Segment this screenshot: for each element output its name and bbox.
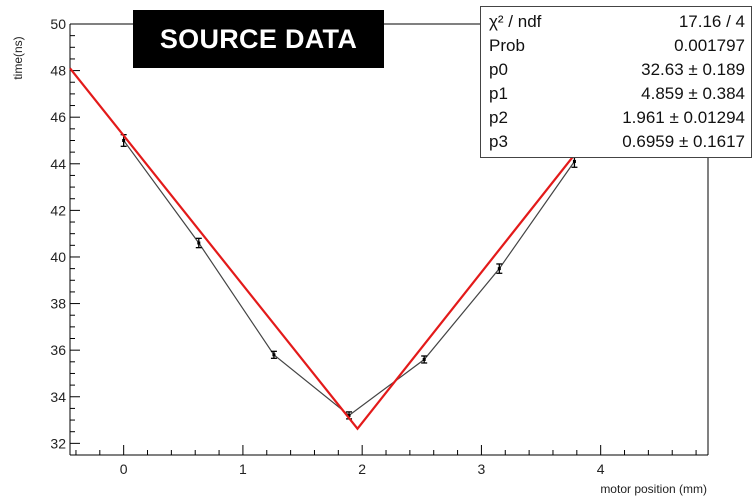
y-tick-label: 48 (50, 63, 66, 79)
data-point (122, 138, 126, 142)
y-tick-label: 46 (50, 109, 66, 125)
y-tick-label: 50 (50, 16, 66, 32)
fit-stats-box: χ² / ndf 17.16 / 4 Prob 0.001797 p0 32.6… (480, 6, 752, 158)
data-series-line (123, 140, 575, 417)
x-axis: 0 1 2 3 4 (75, 445, 697, 477)
stats-value: 1.961 ± 0.01294 (622, 108, 745, 127)
y-tick-label: 38 (50, 296, 66, 312)
plot-series (69, 67, 626, 431)
y-tick-label: 34 (50, 389, 66, 405)
stats-label: p2 (489, 108, 508, 127)
x-tick-label: 2 (358, 461, 366, 477)
y-axis: 32 34 36 38 40 42 44 46 48 50 (50, 16, 80, 456)
source-data-banner: SOURCE DATA (133, 10, 384, 68)
stats-value: 0.001797 (674, 36, 745, 55)
stats-label: Prob (489, 36, 525, 55)
y-tick-label: 40 (50, 249, 66, 265)
stats-row-chi2: χ² / ndf 17.16 / 4 (489, 11, 745, 33)
x-tick-label: 0 (120, 461, 128, 477)
y-tick-label: 36 (50, 342, 66, 358)
x-tick-label: 1 (239, 461, 247, 477)
stats-row-p3: p3 0.6959 ± 0.1617 (489, 131, 745, 153)
data-point (347, 413, 351, 417)
stats-row-p1: p1 4.859 ± 0.384 (489, 83, 745, 105)
y-tick-label: 42 (50, 202, 66, 218)
x-tick-label: 3 (478, 461, 486, 477)
y-axis-title: time(ns) (11, 36, 25, 79)
stats-row-prob: Prob 0.001797 (489, 35, 745, 57)
stats-value: 32.63 ± 0.189 (641, 60, 745, 79)
data-point (572, 159, 576, 163)
stats-row-p0: p0 32.63 ± 0.189 (489, 59, 745, 81)
y-tick-label: 32 (50, 435, 66, 451)
stats-label: p1 (489, 84, 508, 103)
stats-label: p3 (489, 132, 508, 151)
fit-curve (69, 67, 626, 431)
stats-label: p0 (489, 60, 508, 79)
y-tick-label: 44 (50, 156, 66, 172)
data-point (272, 353, 276, 357)
x-axis-title: motor position (mm) (600, 482, 707, 496)
stats-label: χ² / ndf (489, 12, 542, 31)
stats-value: 4.859 ± 0.384 (641, 84, 745, 103)
x-tick-label: 4 (597, 461, 605, 477)
data-point (197, 241, 201, 245)
data-point (497, 267, 501, 271)
stats-value: 17.16 / 4 (678, 12, 745, 31)
stats-value: 0.6959 ± 0.1617 (622, 132, 745, 151)
stats-row-p2: p2 1.961 ± 0.01294 (489, 107, 745, 129)
data-point (422, 357, 426, 361)
